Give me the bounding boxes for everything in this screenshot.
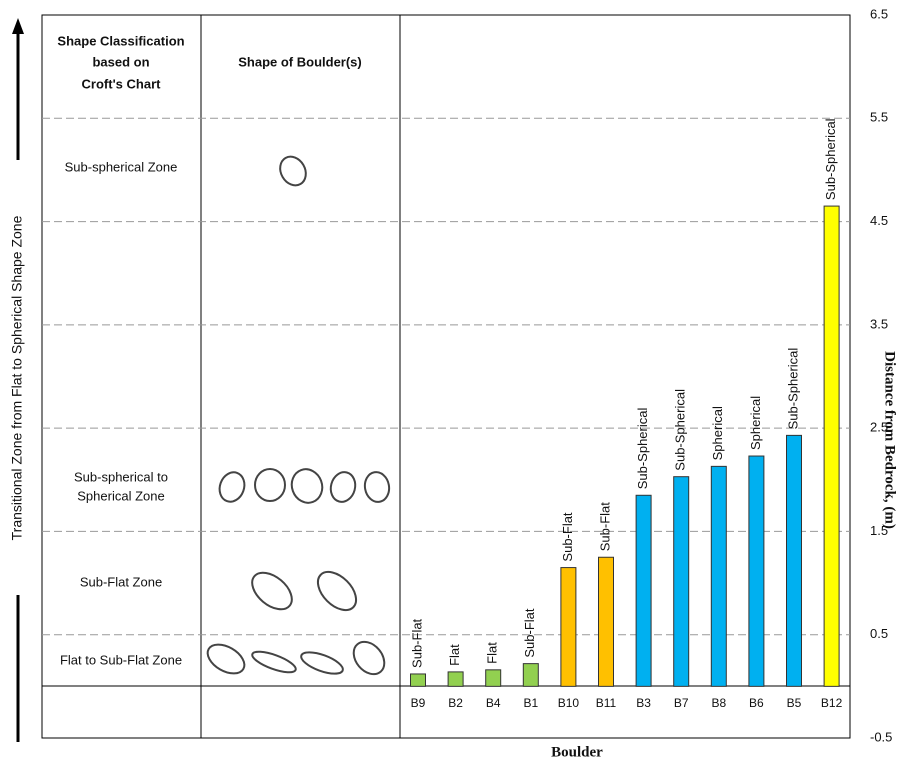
boulder-shape: [251, 650, 297, 674]
x-tick-label: B2: [448, 696, 463, 710]
bar-label: Sub-Spherical: [635, 408, 650, 490]
boulder-shape: [206, 643, 246, 675]
boulder-shape: [352, 640, 386, 676]
x-axis-title: Boulder: [551, 744, 603, 760]
bar: [635, 494, 652, 687]
x-tick-label: B6: [749, 696, 764, 710]
x-tick-label: B7: [674, 696, 689, 710]
header: Shape Classification: [57, 33, 184, 48]
bar: [786, 434, 802, 687]
zone-label: Sub-Flat Zone: [80, 574, 162, 589]
y-tick-label: 2.5: [870, 420, 888, 435]
bar: [598, 556, 614, 687]
x-tick-label: B9: [411, 696, 426, 710]
bar-label: Spherical: [748, 396, 763, 450]
y-tick-label: 4.5: [870, 213, 888, 228]
x-tick-label: B12: [821, 696, 843, 710]
boulder-shape: [316, 570, 358, 612]
y-tick-label: 5.5: [870, 110, 888, 125]
y-axis-title: Distance from Bedrock, (m): [882, 351, 898, 529]
y-tick-label: 1.5: [870, 523, 888, 538]
boulder-shape: [279, 155, 307, 187]
x-tick-label: B1: [523, 696, 538, 710]
y-tick-label: 6.5: [870, 6, 888, 21]
boulder-shape: [329, 471, 357, 503]
boulder-shapes: [206, 155, 391, 676]
x-tick-label: B5: [787, 696, 802, 710]
x-tick-label: B8: [711, 696, 726, 710]
boulder-shape: [300, 651, 344, 675]
bar: [485, 669, 502, 687]
x-tick-label: B10: [558, 696, 580, 710]
bar-label: Flat: [485, 642, 500, 664]
x-tick-label: B4: [486, 696, 501, 710]
zone-label: Flat to Sub-Flat Zone: [60, 652, 182, 667]
bar: [410, 673, 426, 687]
zone-label: Spherical Zone: [77, 488, 164, 503]
bar-label: Sub-Flat: [409, 618, 424, 668]
bar: [748, 455, 765, 687]
boulder-shape: [254, 468, 286, 502]
bar: [673, 476, 690, 687]
bar-label: Sub-Flat: [522, 608, 537, 658]
zone-label: Sub-spherical Zone: [65, 159, 178, 174]
bar-label: Sub-Spherical: [823, 118, 838, 200]
boulder-shape: [290, 468, 324, 504]
bar: [560, 567, 577, 687]
bar-label: Sub-Flat: [597, 502, 612, 552]
x-tick-label: B3: [636, 696, 651, 710]
bar-label: Spherical: [710, 406, 725, 460]
bar-label: Sub-Flat: [560, 512, 575, 562]
side-label: Transitional Zone from Flat to Spherical…: [9, 215, 25, 540]
x-tick-label: B11: [596, 696, 617, 710]
header: based on: [92, 54, 149, 69]
zone-label: Sub-spherical to: [74, 469, 168, 484]
boulder-shape: [218, 471, 246, 503]
bar: [710, 465, 727, 687]
bar: [447, 671, 464, 687]
bar: [522, 663, 539, 687]
bar-label: Flat: [447, 644, 462, 666]
table-frame: [41, 14, 851, 739]
bar-label: Sub-Spherical: [673, 389, 688, 471]
y-tick-label: 3.5: [870, 316, 888, 331]
y-tick-label: -0.5: [870, 729, 892, 744]
header: Croft's Chart: [82, 76, 162, 91]
y-tick-label: 0.5: [870, 626, 888, 641]
arrow-head: [12, 18, 24, 34]
bar: [823, 205, 840, 687]
boulder-shape: [363, 471, 391, 503]
bar-label: Sub-Spherical: [785, 348, 800, 430]
boulder-shape: [251, 571, 293, 611]
header: Shape of Boulder(s): [238, 54, 362, 69]
